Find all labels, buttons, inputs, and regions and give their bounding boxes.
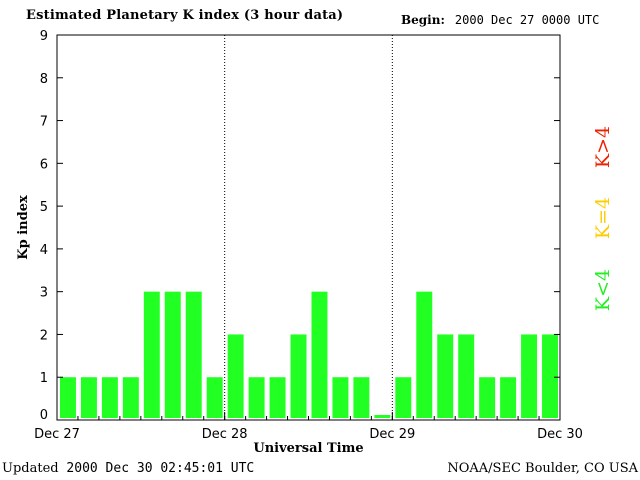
kp-bar <box>521 334 538 418</box>
chart-title: Estimated Planetary K index (3 hour data… <box>26 8 344 23</box>
x-tick-label: Dec 27 <box>34 427 80 442</box>
y-tick-label: 6 <box>40 157 48 172</box>
kp-bar <box>479 377 496 418</box>
begin-label: Begin: <box>401 13 445 27</box>
kp-bar <box>311 291 328 418</box>
updated-value: 2000 Dec 30 02:45:01 UTC <box>66 461 255 476</box>
kp-bar <box>185 291 202 418</box>
kp-bar <box>227 334 244 418</box>
kp-bar <box>395 377 412 418</box>
x-tick-label: Dec 30 <box>537 427 583 442</box>
x-axis: Dec 27 Dec 28 Dec 29 Dec 30 <box>34 412 583 442</box>
x-axis-label: Universal Time <box>253 441 363 456</box>
kp-bar <box>143 291 160 418</box>
legend-entry: K<4 <box>592 269 614 311</box>
y-tick-label: 5 <box>40 200 48 215</box>
x-tick-label: Dec 28 <box>202 427 248 442</box>
updated-label: Updated <box>2 461 59 476</box>
kp-bar <box>353 377 370 418</box>
y-axis: 0 1 2 3 4 5 6 7 8 9 <box>40 29 560 423</box>
y-tick-label: 9 <box>40 29 48 44</box>
legend-entry: K>4 <box>592 126 614 168</box>
kp-bar <box>458 334 475 418</box>
y-tick-label: 8 <box>40 72 48 87</box>
kp-bar <box>416 291 433 418</box>
kp-bar <box>164 291 181 418</box>
updated-timestamp: Updated 2000 Dec 30 02:45:01 UTC <box>2 461 254 476</box>
begin-value: 2000 Dec 27 0000 UTC <box>454 13 600 27</box>
y-axis-label: Kp index <box>16 195 31 260</box>
y-tick-label: 0 <box>40 408 48 423</box>
kp-bar <box>542 334 558 418</box>
y-tick-label: 3 <box>40 286 48 301</box>
begin-date: Begin: 2000 Dec 27 0000 UTC <box>401 13 599 27</box>
legend-entry: K=4 <box>592 197 614 239</box>
plot-frame <box>56 34 561 421</box>
kp-bar <box>374 415 391 418</box>
kp-bar <box>269 377 286 418</box>
y-tick-label: 2 <box>40 328 48 343</box>
day-separators <box>224 35 393 420</box>
y-tick-label: 1 <box>40 371 48 386</box>
kp-bar <box>500 377 517 418</box>
kp-bar <box>332 377 349 418</box>
kp-bar <box>60 377 76 418</box>
legend: K<4 K=4 K>4 <box>592 126 614 311</box>
kp-bar <box>122 377 139 418</box>
credit-text: NOAA/SEC Boulder, CO USA <box>447 461 638 476</box>
y-tick-label: 7 <box>40 115 48 130</box>
x-tick-label: Dec 29 <box>369 427 415 442</box>
kp-bar <box>290 334 307 418</box>
y-tick-label: 4 <box>40 243 48 258</box>
kp-bar <box>248 377 265 418</box>
kp-bar <box>80 377 97 418</box>
bars <box>60 291 558 418</box>
kp-bar <box>206 377 223 418</box>
kp-bar <box>437 334 454 418</box>
kp-bar <box>101 377 118 418</box>
